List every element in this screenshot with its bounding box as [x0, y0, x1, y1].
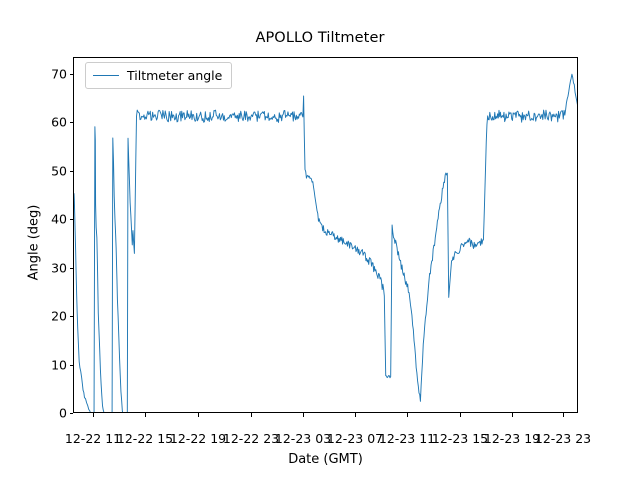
x-tick-mark [145, 413, 147, 417]
x-tick-label: 12-23 19 [483, 431, 541, 446]
x-tick-mark [355, 413, 357, 417]
y-tick-mark [69, 267, 73, 269]
y-tick-mark [69, 73, 73, 75]
x-tick-label: 12-23 15 [431, 431, 489, 446]
x-tick-mark [303, 413, 305, 417]
y-tick-label-60: 60 [51, 114, 67, 130]
x-tick-label: 12-23 11 [378, 431, 436, 446]
y-tick-mark [69, 170, 73, 172]
x-tick-label: 12-22 15 [116, 431, 174, 446]
y-tick-mark [69, 219, 73, 221]
y-tick-label-50: 50 [51, 163, 67, 179]
x-tick-label: 12-23 07 [326, 431, 384, 446]
page-title: APOLLO Tiltmeter [255, 30, 385, 46]
y-tick-label-70: 70 [51, 66, 67, 82]
y-tick-label-40: 40 [51, 211, 67, 227]
x-axis-label: Date (GMT) [288, 452, 363, 467]
y-tick-label-0: 0 [59, 405, 67, 421]
y-tick-mark [69, 364, 73, 366]
legend-line-swatch [93, 70, 119, 81]
y-axis-tick-labels: 70 60 50 40 30 20 10 0 [0, 0, 73, 480]
y-tick-mark [69, 122, 73, 124]
x-tick-mark [198, 413, 200, 417]
series-line-tiltmeter-angle [74, 73, 577, 412]
x-tick-label: 12-22 23 [222, 431, 280, 446]
y-tick-mark [69, 413, 73, 415]
x-tick-label: 12-22 19 [169, 431, 227, 446]
y-tick-mark [69, 316, 73, 318]
y-tick-label-10: 10 [51, 357, 67, 373]
x-tick-label: 12-22 11 [64, 431, 122, 446]
plot-area [73, 57, 578, 413]
x-tick-mark [460, 413, 462, 417]
y-axis-label: Angle (deg) [26, 204, 42, 281]
x-tick-mark [251, 413, 253, 417]
x-tick-mark [563, 413, 565, 417]
x-tick-mark [512, 413, 514, 417]
legend: Tiltmeter angle [85, 62, 233, 89]
x-tick-label: 12-23 03 [274, 431, 332, 446]
x-tick-mark [407, 413, 409, 417]
tiltmeter-angle-line [74, 73, 577, 412]
y-tick-label-30: 30 [51, 260, 67, 276]
legend-item-label: Tiltmeter angle [127, 68, 223, 83]
x-tick-label: 12-23 23 [534, 431, 592, 446]
x-tick-mark [93, 413, 95, 417]
y-tick-label-20: 20 [51, 308, 67, 324]
